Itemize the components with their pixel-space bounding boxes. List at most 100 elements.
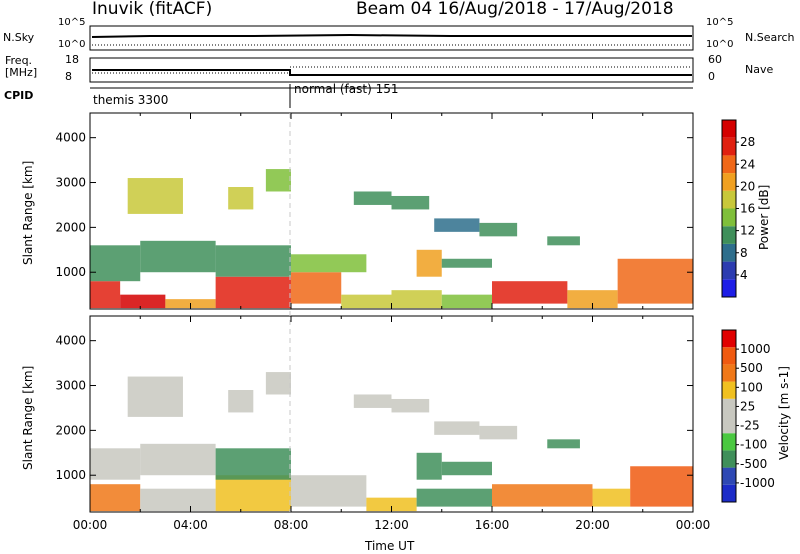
freq-unit-label: [MHz] (5, 66, 38, 79)
nave-dotted-line (92, 66, 692, 74)
velocity-colorbar-tick-label: -25 (740, 419, 760, 433)
velocity-data-cell (140, 443, 216, 476)
cpid-mode-normal: normal (fast) 151 (294, 82, 399, 96)
velocity-colorbar-segment (722, 398, 736, 416)
velocity-data-cell (416, 488, 492, 507)
power-colorbar-tick-label: 16 (740, 202, 755, 216)
power-y-tick-label: 4000 (55, 131, 86, 145)
power-data-cell (215, 276, 291, 309)
nsearch-tick-bottom: 10^0 (706, 39, 734, 50)
power-colorbar-tick-label: 12 (740, 224, 755, 238)
velocity-y-tick-label: 4000 (55, 334, 86, 348)
velocity-y-axis-label: Slant Range [km] (21, 365, 35, 470)
velocity-data-cell (265, 372, 291, 395)
velocity-colorbar-segment (722, 330, 736, 348)
x-tick-label: 16:00 (475, 518, 510, 532)
velocity-data-cell (215, 448, 291, 480)
velocity-data-cell (90, 448, 141, 480)
colorbars: 28 24 20 16 12 8 4 1000 500 100 25 -25 -100 -500 -1000 (721, 119, 775, 503)
nsky-tick-top: 10^5 (58, 17, 86, 28)
power-colorbar-label: Power [dB] (757, 184, 771, 250)
velocity-colorbar-frame (721, 329, 737, 503)
power-colorbar-segment (722, 190, 736, 209)
power-data-cell (492, 281, 568, 304)
power-colorbar-segment (722, 155, 736, 174)
power-colorbar-tick-label: 8 (740, 246, 748, 260)
velocity-data-cell (630, 466, 693, 507)
power-colorbar-segment (722, 243, 736, 262)
freq-tick-bottom: 8 (65, 70, 72, 83)
velocity-data-cell (391, 398, 430, 413)
cpid-label: CPID (4, 89, 34, 102)
power-data-cell (291, 272, 342, 304)
freq-label: Freq. (5, 54, 33, 67)
velocity-data-cell (492, 484, 593, 507)
velocity-y-tick-label: 2000 (55, 423, 86, 437)
x-axis-label: Time UT (365, 539, 415, 553)
station-title: Inuvik (fitACF) (92, 0, 213, 19)
power-data-cell (353, 191, 392, 205)
power-colorbar-segment (722, 137, 736, 156)
power-data-cell (567, 290, 618, 309)
x-tick-label: 00:00 (73, 518, 108, 532)
x-tick-label: 04:00 (173, 518, 208, 532)
velocity-colorbar-tick-label: 500 (740, 361, 763, 375)
x-tick-label: 12:00 (374, 518, 409, 532)
nave-label: Nave (745, 63, 774, 76)
power-data-cell (228, 187, 254, 210)
velocity-y-tick-label: 3000 (55, 379, 86, 393)
nave-tick-top: 60 (708, 53, 722, 66)
velocity-colorbar-segment (722, 364, 736, 382)
velocity-colorbar-label: Velocity [m s-1] (777, 366, 791, 460)
velocity-data-cell (416, 452, 442, 480)
beam-date-title: Beam 04 16/Aug/2018 - 17/Aug/2018 (356, 0, 674, 19)
power-colorbar-segment (722, 208, 736, 227)
power-colorbar-segment (722, 261, 736, 280)
nsearch-tick-top: 10^5 (706, 17, 734, 28)
velocity-data-cell (434, 421, 480, 435)
power-colorbar-tick-label: 24 (740, 157, 755, 171)
velocity-data-cell (140, 488, 216, 512)
power-data-cell (479, 222, 518, 237)
power-data-cell (127, 178, 183, 214)
power-data-cell (265, 169, 291, 192)
velocity-data-cell (366, 497, 417, 512)
power-colorbar-tick-label: 4 (740, 268, 748, 282)
nsky-label: N.Sky (3, 31, 35, 44)
velocity-data-cell (291, 475, 367, 507)
freq-panel-frame (89, 57, 694, 83)
velocity-plot-area (90, 372, 693, 512)
velocity-data-cell (228, 390, 254, 413)
velocity-colorbar-segment (722, 347, 736, 365)
power-data-cell (215, 245, 291, 277)
velocity-colorbar-segment (722, 416, 736, 434)
x-tick-label: 00:00 (676, 518, 711, 532)
velocity-colorbar-tick-label: -1000 (740, 476, 775, 490)
velocity-data-cell (353, 394, 392, 408)
power-data-cell (90, 281, 121, 309)
nsky-tick-bottom: 10^0 (58, 39, 86, 50)
power-y-tick-label: 3000 (55, 176, 86, 190)
power-data-cell (441, 258, 492, 268)
nsky-panel-frame (89, 25, 694, 51)
velocity-data-cell (547, 439, 580, 449)
power-data-cell (617, 258, 693, 304)
power-data-cell (341, 294, 392, 309)
power-colorbar-tick-label: 28 (740, 135, 755, 149)
power-colorbar-segment (722, 226, 736, 244)
power-data-cell (391, 290, 442, 309)
power-data-cell (90, 245, 141, 282)
nsearch-label: N.Search (745, 31, 795, 44)
velocity-colorbar-tick-label: -100 (740, 438, 767, 452)
power-y-axis-label: Slant Range [km] (21, 160, 35, 265)
velocity-data-cell (90, 484, 141, 512)
velocity-colorbar-tick-label: 25 (740, 399, 755, 413)
power-data-cell (416, 249, 442, 277)
velocity-colorbar-tick-label: 100 (740, 380, 763, 394)
velocity-data-cell (441, 461, 492, 476)
power-data-cell (434, 218, 480, 232)
x-tick-label: 08:00 (274, 518, 309, 532)
nsky-series-line (91, 33, 692, 38)
power-data-cell (547, 236, 580, 246)
